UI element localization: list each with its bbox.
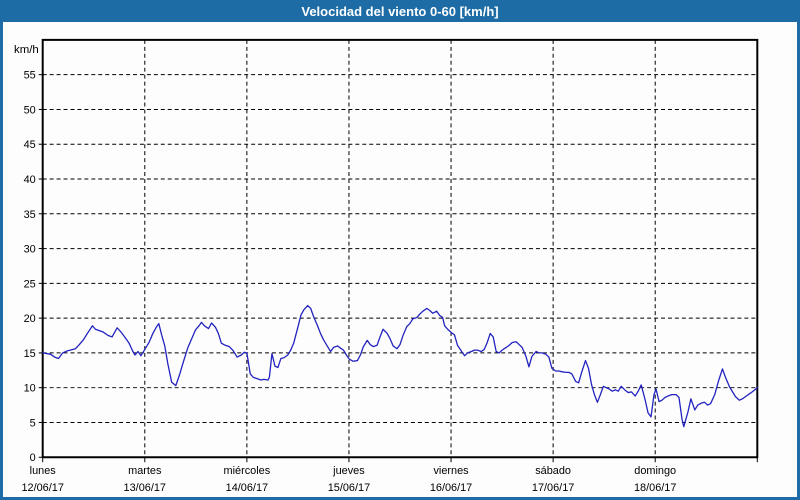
chart-axes <box>38 38 759 463</box>
chart-title: Velocidad del viento 0-60 [km/h] <box>301 3 499 19</box>
y-tick-label: 15 <box>24 348 36 360</box>
y-tick-label: 5 <box>30 417 36 429</box>
chart-gridlines <box>42 39 758 458</box>
y-tick-label: 45 <box>24 139 36 151</box>
y-tick-label: 25 <box>24 278 36 290</box>
x-day-date-label: 15/06/17 <box>328 482 370 494</box>
chart-frame: 0 5 10 15 20 25 30 35 40 45 50 55 km/h lunes 12/06/17 m… <box>0 22 800 500</box>
x-day-name-label: viernes <box>433 465 469 477</box>
y-tick-label: 50 <box>24 104 36 116</box>
x-day-date-label: 16/06/17 <box>430 482 472 494</box>
x-day-name-label: domingo <box>634 465 676 477</box>
y-tick-label: 20 <box>24 313 36 325</box>
x-day-date-label: 14/06/17 <box>226 482 268 494</box>
x-day-name-label: martes <box>128 465 162 477</box>
y-tick-label: 10 <box>24 383 36 395</box>
chart-title-bar: Velocidad del viento 0-60 [km/h] <box>0 0 800 22</box>
axis-tick-labels: 0 5 10 15 20 25 30 35 40 45 50 55 km/h lunes 12/06/17 m… <box>14 44 676 494</box>
wind-speed-chart: 0 5 10 15 20 25 30 35 40 45 50 55 km/h lunes 12/06/17 m… <box>14 38 759 494</box>
wind-speed-line <box>42 304 758 428</box>
x-day-date-label: 13/06/17 <box>124 482 166 494</box>
y-tick-label: 35 <box>24 209 36 221</box>
x-day-date-label: 12/06/17 <box>21 482 63 494</box>
y-tick-label: 40 <box>24 174 36 186</box>
x-day-date-label: 17/06/17 <box>532 482 574 494</box>
y-tick-label: 55 <box>24 70 36 82</box>
y-tick-label: 30 <box>24 244 36 256</box>
y-axis-unit-label: km/h <box>14 44 39 56</box>
y-tick-label: 0 <box>30 452 36 464</box>
x-day-date-label: 18/06/17 <box>634 482 676 494</box>
x-day-name-label: jueves <box>332 465 365 477</box>
x-day-name-label: lunes <box>30 465 57 477</box>
x-day-name-label: miércoles <box>224 465 271 477</box>
x-day-name-label: sábado <box>535 465 571 477</box>
wind-speed-series <box>42 304 758 428</box>
